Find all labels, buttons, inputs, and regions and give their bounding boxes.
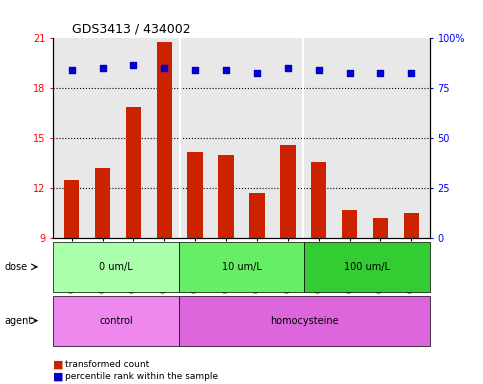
Point [346, 70, 354, 76]
Point [68, 67, 75, 73]
Text: control: control [99, 316, 133, 326]
Point [222, 67, 230, 73]
Point [129, 62, 137, 68]
Bar [126, 107, 141, 238]
Text: 0 um/L: 0 um/L [99, 262, 133, 272]
Bar [404, 213, 419, 238]
Point [253, 70, 261, 76]
Point [99, 65, 106, 71]
Text: transformed count: transformed count [65, 360, 149, 369]
Bar [95, 168, 110, 238]
Text: 100 um/L: 100 um/L [344, 262, 390, 272]
Point [284, 65, 292, 71]
Point [160, 65, 168, 71]
Bar [280, 145, 296, 238]
Bar [342, 210, 357, 238]
Text: percentile rank within the sample: percentile rank within the sample [65, 372, 218, 381]
Text: dose: dose [5, 262, 28, 272]
Bar [373, 218, 388, 238]
Bar [187, 152, 203, 238]
Text: GDS3413 / 434002: GDS3413 / 434002 [72, 23, 191, 36]
Bar [311, 162, 327, 238]
Text: 10 um/L: 10 um/L [222, 262, 261, 272]
Bar [218, 155, 234, 238]
Bar [64, 180, 79, 238]
Text: homocysteine: homocysteine [270, 316, 339, 326]
Text: ■: ■ [53, 360, 64, 370]
Point [191, 67, 199, 73]
Text: ■: ■ [53, 371, 64, 381]
Point [377, 70, 384, 76]
Bar [156, 42, 172, 238]
Text: agent: agent [5, 316, 33, 326]
Bar [249, 193, 265, 238]
Point [408, 70, 415, 76]
Point [315, 67, 323, 73]
